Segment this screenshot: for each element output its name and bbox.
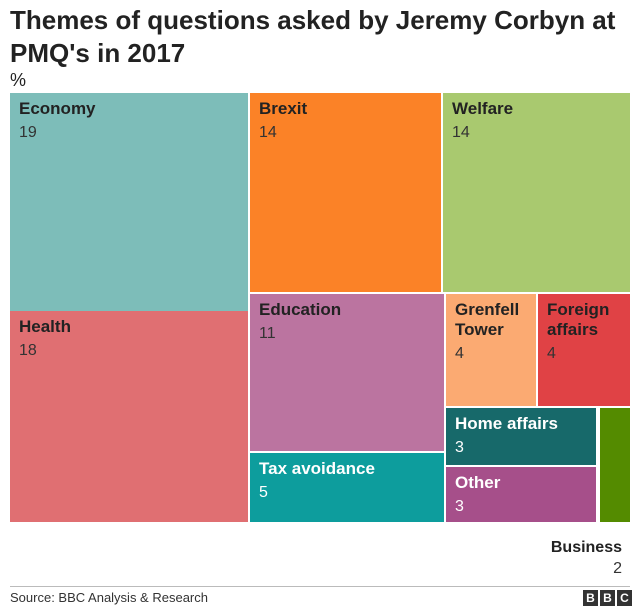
treemap-value-foreign-affairs: 4 — [547, 345, 556, 362]
source-note: Source: BBC Analysis & Research — [10, 590, 208, 605]
treemap-value-other: 3 — [455, 498, 464, 515]
treemap-label-other: Other — [455, 473, 501, 492]
treemap-value-health: 18 — [19, 342, 37, 359]
treemap-cell-foreign-affairs — [538, 294, 630, 406]
treemap-value-business: 2 — [613, 560, 622, 577]
treemap-label-health: Health — [19, 317, 71, 336]
treemap-value-economy: 19 — [19, 124, 37, 141]
treemap-cell-tax-avoidance — [250, 453, 444, 522]
chart-title: Themes of questions asked by Jeremy Corb… — [10, 5, 616, 68]
footer-divider — [10, 586, 630, 587]
treemap-label-home-affairs: Home affairs — [455, 414, 558, 433]
treemap-cell-other — [446, 467, 596, 522]
treemap-chart: Economy 19 Health 18 Brexit 14 Welfare 14 Educat… — [10, 93, 630, 577]
treemap-cell-grenfell-tower — [446, 294, 536, 406]
treemap-cell-business — [600, 408, 630, 522]
treemap-value-brexit: 14 — [259, 124, 277, 141]
bbc-logo-letter-1: B — [583, 590, 598, 606]
treemap-value-tax-avoidance: 5 — [259, 484, 268, 501]
treemap-value-grenfell-tower: 4 — [455, 345, 464, 362]
treemap-cell-home-affairs — [446, 408, 596, 465]
treemap-cell-economy — [10, 93, 248, 311]
bbc-logo-letter-2: B — [600, 590, 615, 606]
treemap-cell-welfare — [443, 93, 630, 292]
bbc-logo: B B C — [583, 590, 632, 606]
treemap-label-tax-avoidance: Tax avoidance — [259, 459, 375, 478]
treemap-value-home-affairs: 3 — [455, 439, 464, 456]
treemap-label-economy: Economy — [19, 99, 96, 118]
treemap-cell-brexit — [250, 93, 441, 292]
treemap-cell-health — [10, 311, 248, 522]
treemap-label-education: Education — [259, 300, 341, 319]
treemap-value-education: 11 — [259, 325, 276, 342]
bbc-logo-letter-3: C — [617, 590, 632, 606]
treemap-label-grenfell-tower: Grenfell Tower — [455, 300, 519, 339]
treemap-label-business: Business — [551, 539, 622, 556]
treemap-cell-education — [250, 294, 444, 451]
unit-label: % — [10, 70, 27, 90]
treemap-label-brexit: Brexit — [259, 99, 308, 118]
treemap-label-foreign-affairs: Foreign affairs — [547, 300, 609, 339]
treemap-label-welfare: Welfare — [452, 99, 513, 118]
treemap-value-welfare: 14 — [452, 124, 470, 141]
